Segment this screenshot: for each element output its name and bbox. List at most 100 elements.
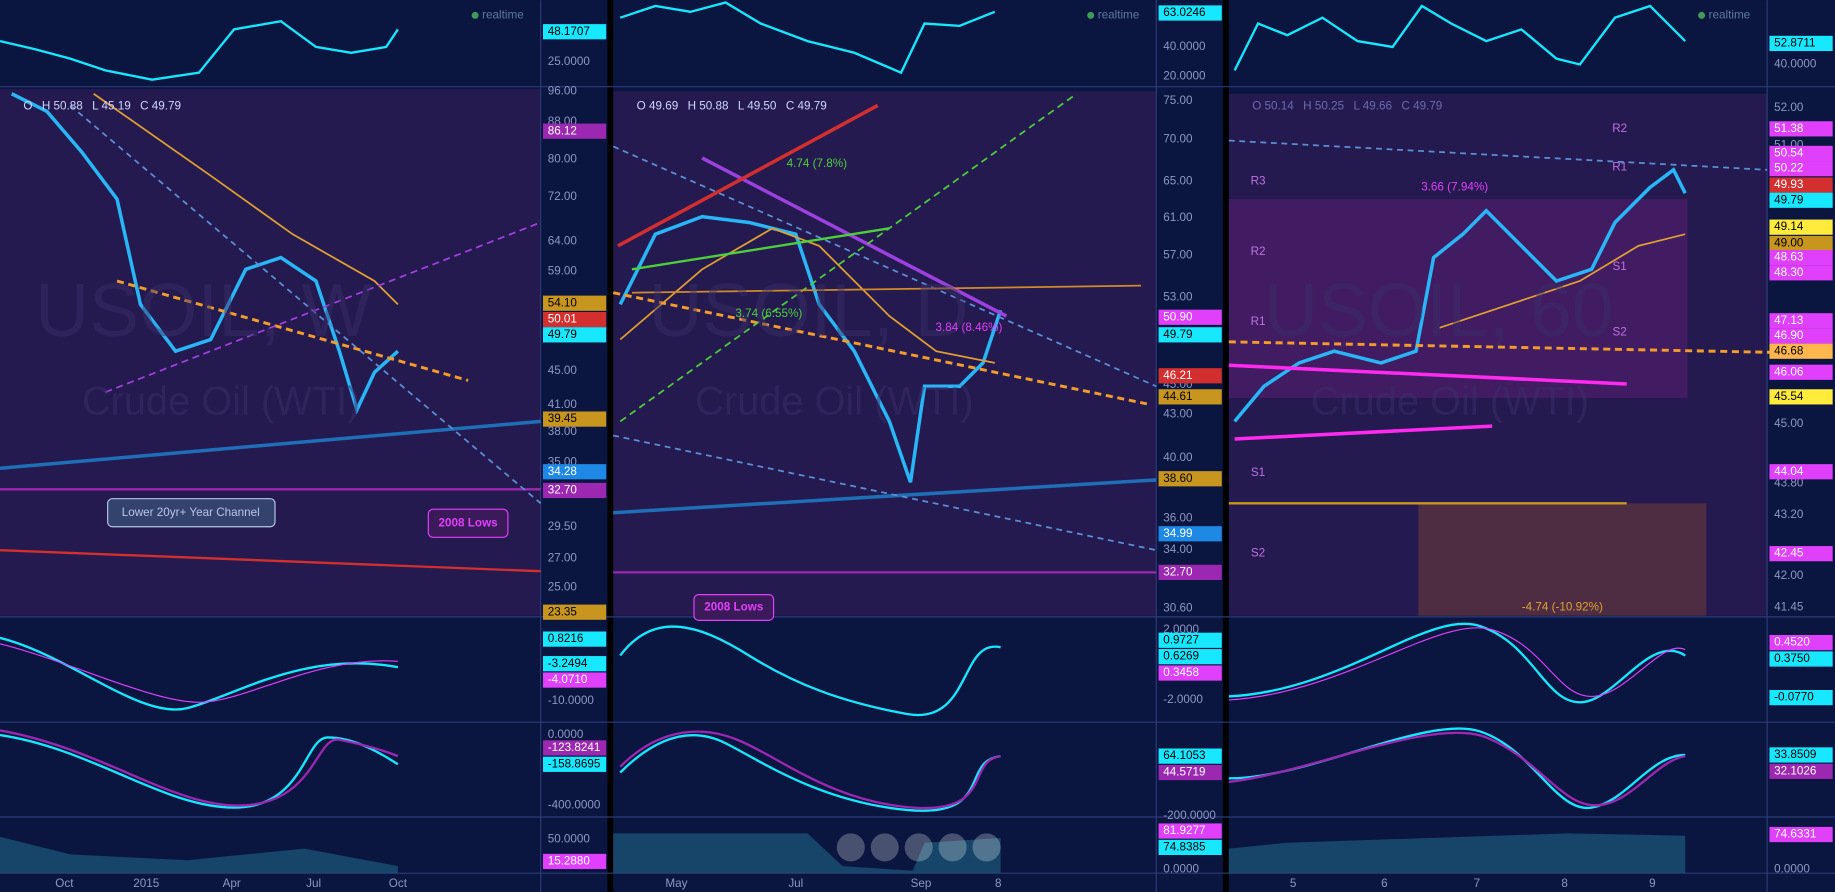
- axis-label: -10.0000: [548, 694, 595, 707]
- price-tag-label: 44.61: [1163, 390, 1192, 403]
- axis-label: 40.0000: [1774, 58, 1817, 71]
- price-tag: [1158, 564, 1222, 580]
- price-tag-label: 74.8385: [1163, 841, 1206, 854]
- ohlc-value: C 49.79: [1401, 100, 1442, 113]
- price-tag: [1158, 764, 1222, 781]
- price-tag-label: 32.1026: [1774, 764, 1816, 777]
- realtime: realtime: [1709, 8, 1751, 21]
- scroll-right[interactable]: [972, 833, 1001, 862]
- price-tag-label: -3.2494: [548, 657, 588, 670]
- price-tag: [1158, 389, 1222, 405]
- watermark-subtitle: Crude Oil (WTI): [1311, 379, 1589, 423]
- x-axis-label: 9: [1649, 877, 1656, 890]
- price-tag-label: 23.35: [548, 605, 578, 618]
- price-tag-label: -158.8695: [548, 757, 601, 770]
- annotation: R1: [1612, 161, 1627, 174]
- price-tag-label: -123.8241: [548, 741, 601, 754]
- price-tag: [1158, 665, 1222, 681]
- x-axis-label: 7: [1474, 877, 1481, 890]
- separator: [1222, 0, 1229, 892]
- price-tag-label: 46.06: [1774, 365, 1803, 378]
- annotation: S1: [1613, 260, 1627, 273]
- annotation: 4.74 (7.8%): [787, 157, 848, 170]
- annotation: R1: [1251, 315, 1266, 328]
- x-axis-label: Jul: [788, 877, 803, 890]
- price-tag-label: 54.10: [548, 296, 578, 309]
- price-tag-label: 46.68: [1774, 344, 1803, 357]
- price-tag-label: 32.70: [1163, 565, 1193, 578]
- axis-label: 59.00: [548, 265, 578, 278]
- realtime: realtime: [1098, 8, 1140, 21]
- x-axis-label: Oct: [55, 877, 74, 890]
- price-tag: [1769, 763, 1833, 779]
- price-tag: [543, 756, 607, 772]
- price-tag-label: 49.93: [1774, 178, 1803, 191]
- price-tag-label: 51.38: [1774, 122, 1803, 135]
- axis-label: 45.00: [1774, 417, 1804, 430]
- ohlc-value: C 49.79: [140, 100, 181, 113]
- price-tag-label: 48.63: [1774, 251, 1803, 264]
- price-tag: [1769, 635, 1833, 651]
- price-tag: [1769, 389, 1833, 405]
- realtime-dot: [1087, 11, 1095, 19]
- axis-label: 25.0000: [548, 55, 591, 68]
- zoom-in[interactable]: [938, 833, 967, 862]
- measure-box: [1418, 503, 1707, 616]
- price-tag-label: 46.90: [1774, 329, 1804, 342]
- reset[interactable]: [904, 833, 933, 862]
- price-tag-label: 0.3750: [1774, 652, 1810, 665]
- price-tag-label: 32.70: [548, 484, 578, 497]
- ohlc-value: H 50.25: [1303, 100, 1344, 113]
- x-axis-label: Oct: [389, 877, 408, 890]
- price-tag: [543, 656, 607, 672]
- price-tag: [1769, 690, 1833, 706]
- price-tag-label: 33.8509: [1774, 748, 1816, 761]
- axis-label: 64.00: [548, 234, 578, 247]
- main-pane: [613, 91, 1157, 616]
- price-tag-label: 34.99: [1163, 527, 1192, 540]
- price-tag-label: 50.22: [1774, 162, 1803, 175]
- price-tag: [1769, 235, 1833, 252]
- price-tag: [1158, 748, 1222, 764]
- price-tag: [1769, 651, 1833, 667]
- price-tag: [1769, 826, 1833, 843]
- axis-label: 2.0000: [1163, 623, 1199, 636]
- zoom-out[interactable]: [870, 833, 899, 862]
- ohlc-value: O: [23, 100, 32, 113]
- price-tag: [543, 295, 607, 311]
- price-tag-label: 49.79: [1774, 193, 1803, 206]
- price-tag-label: 74.6331: [1774, 828, 1816, 841]
- price-tag: [1769, 192, 1833, 208]
- x-axis-label: 5: [1290, 877, 1297, 890]
- axis-label: 43.20: [1774, 508, 1804, 521]
- price-tag-label: 42.45: [1774, 547, 1804, 560]
- price-tag: [1769, 121, 1833, 137]
- price-tag-label: 44.5719: [1163, 766, 1205, 779]
- price-tag-label: 34.28: [548, 465, 577, 478]
- price-tag-label: 50.90: [1163, 310, 1193, 323]
- axis-label: 45.00: [548, 364, 578, 377]
- axis-label: 40.0000: [1163, 40, 1206, 53]
- axis-label: 41.00: [548, 398, 578, 411]
- axis-label: 72.00: [548, 190, 578, 203]
- axis-label: -400.0000: [548, 798, 601, 811]
- price-tag-label: 47.13: [1774, 314, 1803, 327]
- x-axis-label: 8: [1561, 877, 1568, 890]
- scroll-left[interactable]: [836, 833, 865, 862]
- price-tag: [1769, 219, 1833, 235]
- axis-label: -200.0000: [1163, 809, 1216, 822]
- realtime: realtime: [482, 8, 524, 21]
- price-tag: [1158, 327, 1222, 343]
- axis-label: 50.0000: [548, 832, 591, 845]
- price-tag: [1769, 343, 1833, 359]
- price-tag: [1158, 823, 1222, 839]
- nav-buttons[interactable]: [836, 833, 1001, 862]
- x-axis-label: Jul: [306, 877, 321, 890]
- price-tag: [1158, 839, 1222, 856]
- axis-label: 36.00: [1163, 512, 1193, 525]
- x-axis-label: 8: [995, 877, 1002, 890]
- price-tag: [1769, 464, 1833, 480]
- price-tag: [543, 740, 607, 756]
- annotation: R3: [1251, 175, 1266, 188]
- price-tag: [543, 464, 607, 480]
